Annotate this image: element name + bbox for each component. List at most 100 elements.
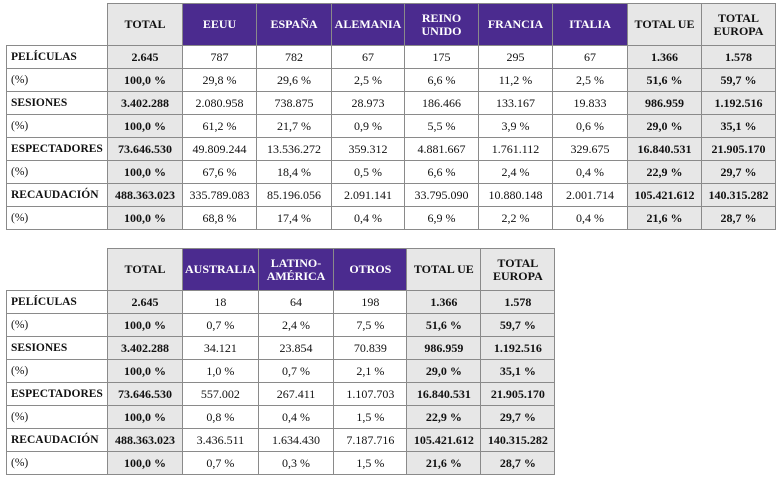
table-cell: 16.840.531 <box>627 137 702 161</box>
table-cell: 13.536.272 <box>256 137 332 161</box>
table-cell: 19.833 <box>552 91 628 115</box>
row-label: SESIONES <box>6 91 108 115</box>
table-cell: 3.402.288 <box>107 91 183 115</box>
table-cell: 198 <box>333 290 408 314</box>
table-cell: 59,7 % <box>480 313 556 337</box>
table-row: PELÍCULAS 2.645 787 782 67 175 295 67 1.366 1.578 <box>6 45 776 69</box>
table-cell: 6,9 % <box>404 206 479 230</box>
table-cell: 0,5 % <box>331 160 405 184</box>
table-cell: 21,7 % <box>256 114 332 138</box>
table-cell: 1,0 % <box>182 359 259 383</box>
table-cell: 175 <box>404 45 479 69</box>
header-total-ue: TOTAL UE <box>627 3 702 46</box>
table-cell: 28,7 % <box>480 451 556 475</box>
table-cell: 557.002 <box>182 382 259 406</box>
table-row: RECAUDACIÓN 488.363.023 3.436.511 1.634.430… <box>6 428 556 452</box>
table-cell: 2,2 % <box>478 206 553 230</box>
row-label: PELÍCULAS <box>6 45 108 69</box>
table-cell: 0,8 % <box>182 405 259 429</box>
table-cell: 0,4 % <box>257 405 335 429</box>
table-cell: 29,7 % <box>480 405 556 429</box>
table-body: PELÍCULAS 2.645 18 64 198 1.366 1.578 (%) 100,0 … <box>6 290 556 475</box>
table-cell: 18,4 % <box>256 160 332 184</box>
table-cell: 10.880.148 <box>478 183 553 207</box>
table-cell: 100,0 % <box>107 405 183 429</box>
table-cell: 1.366 <box>627 45 702 69</box>
table-cell: 85.196.056 <box>256 183 332 207</box>
row-label: PELÍCULAS <box>6 290 108 314</box>
table-cell: 359.312 <box>331 137 405 161</box>
table-row: SESIONES 3.402.288 2.080.958 738.875 28.973 1… <box>6 91 776 115</box>
row-label: ESPECTADORES <box>6 137 108 161</box>
table-cell: 5,5 % <box>404 114 479 138</box>
table-row: (%) 100,0 % 1,0 % 0,7 % 2,1 % 29,0 % 35,1 % <box>6 359 556 383</box>
table-cell: 105.421.612 <box>627 183 702 207</box>
table-cell: 29,8 % <box>182 68 257 92</box>
table-cell: 0,6 % <box>552 114 628 138</box>
table-cell: 64 <box>257 290 335 314</box>
table-cell: 59,7 % <box>701 68 776 92</box>
table-cell: 1.761.112 <box>478 137 553 161</box>
table-cell: 3.436.511 <box>182 428 259 452</box>
table-cell: 33.795.090 <box>404 183 479 207</box>
table-cell: 67,6 % <box>182 160 257 184</box>
table-cell: 67 <box>331 45 405 69</box>
table-cell: 22,9 % <box>406 405 482 429</box>
table-cell: 68,8 % <box>182 206 257 230</box>
table-row: ESPECTADORES 73.646.530 49.809.244 13.536.2… <box>6 137 776 161</box>
table-cell: 2,1 % <box>333 359 408 383</box>
table-cell: 35,1 % <box>701 114 776 138</box>
table-header-row: TOTAL AUSTRALIA LATINO-AMÉRICA OTROS TOT… <box>6 248 556 291</box>
table-cell: 1,5 % <box>333 405 408 429</box>
table-cell: 787 <box>182 45 257 69</box>
table-cell: 738.875 <box>256 91 332 115</box>
table-row: PELÍCULAS 2.645 18 64 198 1.366 1.578 <box>6 290 556 314</box>
table-cell: 2,4 % <box>257 313 335 337</box>
table-cell: 2,5 % <box>552 68 628 92</box>
table-cell: 488.363.023 <box>107 183 183 207</box>
table-cell: 61,2 % <box>182 114 257 138</box>
header-italia: ITALIA <box>552 3 628 46</box>
table-cell: 0,7 % <box>182 451 259 475</box>
table-cell: 73.646.530 <box>107 382 183 406</box>
table-cell: 28,7 % <box>701 206 776 230</box>
table-cell: 2,4 % <box>478 160 553 184</box>
table-cell: 1,5 % <box>333 451 408 475</box>
header-francia: FRANCIA <box>478 3 553 46</box>
header-eeuu: EEUU <box>182 3 257 46</box>
table-row: (%) 100,0 % 0,7 % 0,3 % 1,5 % 21,6 % 28,7 % <box>6 451 556 475</box>
table-cell: 49.809.244 <box>182 137 257 161</box>
table-cell: 21,6 % <box>406 451 482 475</box>
table-cell: 2.080.958 <box>182 91 257 115</box>
header-total: TOTAL <box>107 248 183 291</box>
table-row: ESPECTADORES 73.646.530 557.002 267.411 1.10… <box>6 382 556 406</box>
table-cell: 4.881.667 <box>404 137 479 161</box>
table-row: SESIONES 3.402.288 34.121 23.854 70.839 986.9… <box>6 336 556 360</box>
table-cell: 21,6 % <box>627 206 702 230</box>
table-cell: 100,0 % <box>107 206 183 230</box>
table-cell: 51,6 % <box>627 68 702 92</box>
header-corner <box>6 248 108 291</box>
row-label: RECAUDACIÓN <box>6 183 108 207</box>
row-label: (%) <box>6 405 108 429</box>
header-reino-unido: REINO UNIDO <box>404 3 479 46</box>
table-cell: 186.466 <box>404 91 479 115</box>
table-cell: 22,9 % <box>627 160 702 184</box>
table-cell: 2.645 <box>107 290 183 314</box>
table-cell: 28.973 <box>331 91 405 115</box>
table-cell: 329.675 <box>552 137 628 161</box>
table-cell: 0,7 % <box>257 359 335 383</box>
row-label: (%) <box>6 160 108 184</box>
table-cell: 335.789.083 <box>182 183 257 207</box>
table-row: (%) 100,0 % 0,8 % 0,4 % 1,5 % 22,9 % 29,7 % <box>6 405 556 429</box>
table-cell: 70.839 <box>333 336 408 360</box>
table-cell: 100,0 % <box>107 68 183 92</box>
table-row: (%) 100,0 % 68,8 % 17,4 % 0,4 % 6,9 % 2,2 % 0,4… <box>6 206 776 230</box>
table-header-row: TOTAL EEUU ESPAÑA ALEMANIA REINO UNIDO F… <box>6 3 776 46</box>
table-cell: 35,1 % <box>480 359 556 383</box>
table-cell: 67 <box>552 45 628 69</box>
row-label: (%) <box>6 114 108 138</box>
table-cell: 16.840.531 <box>406 382 482 406</box>
row-label: (%) <box>6 313 108 337</box>
table-cell: 17,4 % <box>256 206 332 230</box>
